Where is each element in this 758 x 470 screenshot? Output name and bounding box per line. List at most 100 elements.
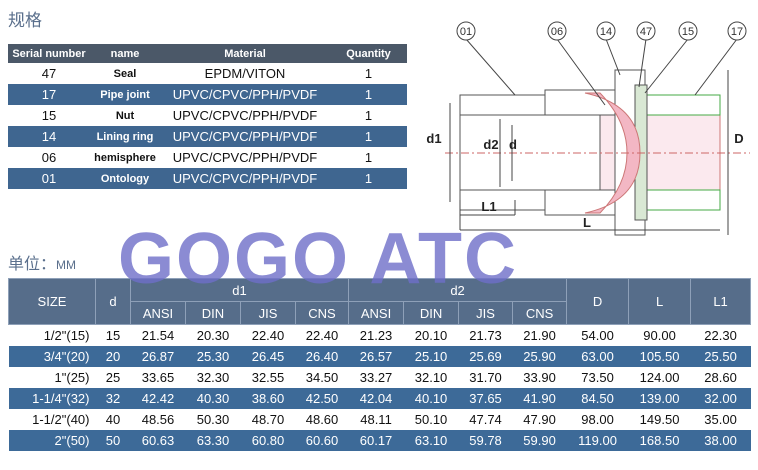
table-cell: UPVC/CPVC/PPH/PVDF — [172, 108, 318, 123]
table-cell: 22.30 — [704, 328, 737, 343]
callout: 06 — [551, 26, 563, 38]
table-cell: 25.90 — [512, 346, 567, 367]
table-cell: 48.70 — [251, 412, 285, 427]
table-cell: 25.69 — [458, 346, 513, 367]
table-cell: 41.90 — [512, 388, 567, 409]
table-cell: 54.00 — [581, 328, 614, 343]
dimension-label: L1 — [481, 199, 496, 214]
column-subheader: JIS — [458, 301, 514, 325]
column-header: d1 — [129, 278, 350, 302]
dimension-label: L — [583, 215, 591, 230]
table-cell: 38.60 — [240, 388, 296, 409]
column-header: d — [95, 278, 131, 325]
table-row: 01 Ontology UPVC/CPVC/PPH/PVDF 1 — [8, 168, 407, 189]
table-cell: 60.17 — [348, 430, 404, 451]
table-cell: 63.00 — [566, 346, 629, 367]
table-cell: 149.50 — [639, 412, 680, 427]
table-cell: 32.00 — [690, 388, 751, 409]
table-row: 14 Lining ring UPVC/CPVC/PPH/PVDF 1 — [8, 126, 407, 147]
table-cell: 22.40 — [305, 328, 339, 343]
column-header: L1 — [690, 278, 752, 325]
table-cell: UPVC/CPVC/PPH/PVDF — [160, 168, 330, 189]
table-cell: 47 — [41, 66, 57, 81]
column-subheader: DIN — [403, 301, 460, 325]
table-cell: 33.90 — [523, 370, 556, 385]
table-cell: 47.90 — [523, 412, 556, 427]
dimension-label: d — [509, 137, 517, 152]
table-cell: 33.65 — [141, 370, 175, 385]
callout: 17 — [731, 26, 743, 38]
table-row: 17 Pipe joint UPVC/CPVC/PPH/PVDF 1 — [8, 84, 407, 105]
table-cell: 22.40 — [251, 328, 285, 343]
table-cell: 1 — [330, 84, 407, 105]
diagram: 01 06 14 47 15 17 d1 d2 d D L1 L — [426, 21, 750, 236]
table-cell: hemisphere — [94, 151, 156, 164]
table-cell: 20.30 — [196, 328, 230, 343]
table-cell: 48.60 — [305, 412, 339, 427]
table-cell: 26.57 — [348, 346, 404, 367]
table-cell: 21.73 — [469, 328, 502, 343]
table-cell: 01 — [8, 168, 90, 189]
table-cell: 17 — [8, 84, 90, 105]
table-cell: 42.04 — [348, 388, 404, 409]
table-cell: 15 — [105, 328, 121, 343]
table-cell: Ontology — [90, 168, 160, 189]
table-row: 1/2"(15) 15 21.54 20.30 22.40 22.40 21.23 20.10… — [9, 325, 751, 347]
title: 规格 — [8, 11, 42, 30]
table-cell: 1 — [364, 66, 373, 81]
table-cell: 32.10 — [414, 370, 448, 385]
table-cell: 25.10 — [403, 346, 459, 367]
callout: 01 — [460, 26, 472, 38]
table-cell: 31.70 — [469, 370, 502, 385]
table-cell: UPVC/CPVC/PPH/PVDF — [160, 126, 330, 147]
table-cell: 84.50 — [566, 388, 629, 409]
table-cell: 42.42 — [130, 388, 186, 409]
table-cell: 06 — [41, 150, 57, 165]
table-cell: 139.00 — [628, 388, 691, 409]
table-cell: 35.00 — [704, 412, 737, 427]
table-cell: 50.30 — [196, 412, 230, 427]
watermark: GOGO ATC — [118, 219, 518, 299]
table-cell: 34.50 — [305, 370, 339, 385]
table-row: 1"(25) 25 33.65 32.30 32.55 34.50 33.27 32.10 31… — [9, 367, 751, 388]
table-cell: 21.54 — [141, 328, 175, 343]
table-row: 47 Seal EPDM/VITON 1 — [8, 63, 407, 84]
header-row: Serial number name Material Quantity — [8, 44, 407, 63]
table-cell: 33.27 — [359, 370, 393, 385]
table-cell: 60.63 — [130, 430, 186, 451]
table-cell: 25.30 — [185, 346, 241, 367]
table-cell: 1-1/4"(32) — [8, 388, 96, 409]
header-row: SIZE d d1 d2 D L L1 — [8, 278, 752, 325]
column-subheader: JIS — [240, 301, 296, 325]
header-row: ANSI DIN JIS CNS ANSI DIN JIS CNS — [9, 301, 751, 325]
table-cell: Pipe joint — [90, 84, 160, 105]
table-cell: 25.50 — [690, 346, 751, 367]
column-header: L — [628, 278, 692, 325]
callout: 47 — [640, 26, 652, 38]
table-row: 06 hemisphere UPVC/CPVC/PPH/PVDF 1 — [8, 147, 407, 168]
table-cell: 63.10 — [403, 430, 459, 451]
table-cell: 1 — [330, 168, 407, 189]
table-cell: 21.23 — [359, 328, 393, 343]
table-row: 1-1/4"(32) 32 42.42 40.30 38.60 42.50 42.04 40.… — [8, 388, 751, 409]
table-cell: 47.74 — [469, 412, 502, 427]
table-cell: 40.30 — [185, 388, 241, 409]
column-subheader: ANSI — [348, 301, 405, 325]
table-row: 15 Nut UPVC/CPVC/PPH/PVDF 1 — [8, 105, 407, 126]
column-header: Serial number — [8, 44, 90, 63]
table-cell: Lining ring — [90, 126, 160, 147]
table-row: 2"(50) 50 60.63 63.30 60.80 60.60 60.17 63.10 59… — [8, 430, 751, 451]
column-header: SIZE — [8, 278, 96, 325]
table-cell: 60.60 — [295, 430, 349, 451]
table-cell: Seal — [113, 67, 137, 80]
table-cell: 42.50 — [295, 388, 349, 409]
table-cell: 90.00 — [643, 328, 676, 343]
column-header: name — [90, 44, 160, 63]
column-header: Quantity — [330, 44, 407, 63]
table-cell: 37.65 — [458, 388, 513, 409]
table-cell: 48.11 — [360, 412, 392, 427]
table-cell: 48.56 — [141, 412, 175, 427]
column-subheader: CNS — [512, 301, 568, 325]
table-cell: 32 — [95, 388, 131, 409]
table-cell: 50 — [95, 430, 131, 451]
